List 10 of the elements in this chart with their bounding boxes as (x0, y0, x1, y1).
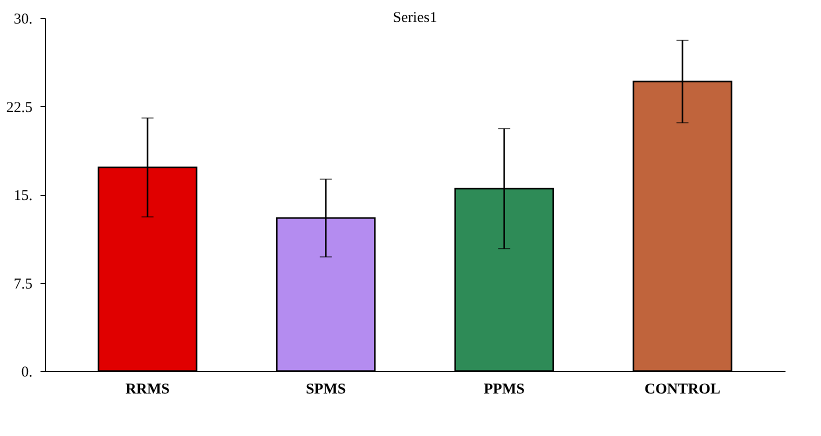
x-tick-label: PPMS (484, 382, 525, 398)
y-tick-label: 7.5 (14, 276, 32, 292)
y-tick-label: 15. (14, 188, 32, 204)
y-tick-label: 0. (21, 364, 32, 380)
x-tick-label: SPMS (306, 382, 346, 398)
y-tick-label: 22.5 (6, 100, 32, 116)
x-tick-label: RRMS (125, 382, 170, 398)
x-tick-label: CONTROL (644, 382, 720, 398)
chart-title: Series1 (392, 10, 438, 26)
y-tick-label: 30. (14, 12, 32, 28)
